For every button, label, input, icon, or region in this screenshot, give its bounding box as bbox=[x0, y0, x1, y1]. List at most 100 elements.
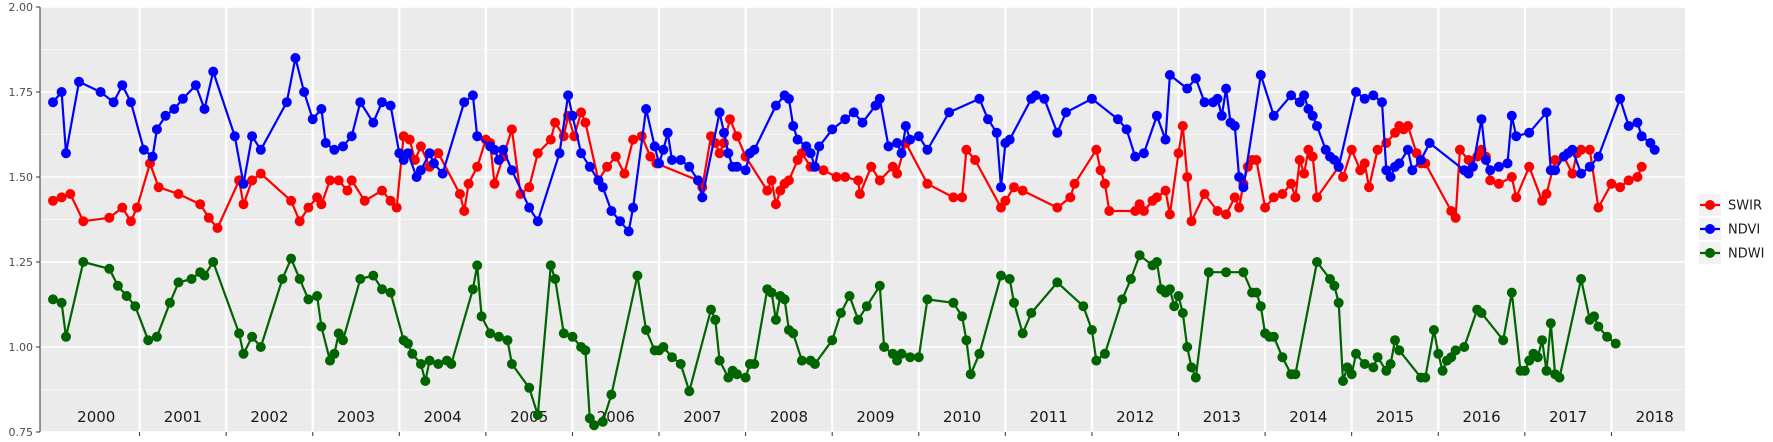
data-point bbox=[1255, 70, 1266, 80]
data-point bbox=[502, 335, 513, 346]
data-point bbox=[1112, 114, 1123, 125]
data-point bbox=[303, 202, 314, 213]
data-point bbox=[576, 107, 587, 118]
data-point bbox=[377, 185, 387, 196]
data-point bbox=[1004, 274, 1015, 284]
data-point bbox=[325, 175, 335, 186]
y-tick-label: 0.75 bbox=[9, 426, 34, 439]
data-point bbox=[766, 287, 777, 298]
data-point bbox=[1221, 83, 1232, 94]
data-point bbox=[1424, 138, 1435, 148]
data-point bbox=[355, 274, 366, 284]
data-point bbox=[1121, 124, 1132, 135]
year-label: 2015 bbox=[1376, 408, 1414, 426]
data-point bbox=[467, 284, 478, 295]
legend-item-ndvi: NDVI bbox=[1699, 218, 1760, 240]
data-point bbox=[783, 93, 794, 104]
data-point bbox=[532, 216, 543, 227]
data-point bbox=[563, 90, 574, 101]
data-point bbox=[277, 274, 288, 284]
data-point bbox=[641, 104, 652, 114]
data-point bbox=[1554, 372, 1565, 383]
data-point bbox=[78, 257, 89, 267]
data-point bbox=[1576, 144, 1587, 155]
data-point bbox=[675, 359, 686, 369]
data-point bbox=[234, 328, 245, 339]
data-point bbox=[900, 121, 911, 131]
data-point bbox=[208, 66, 219, 77]
data-point bbox=[1576, 274, 1587, 284]
data-point bbox=[1277, 189, 1288, 199]
data-point bbox=[1377, 97, 1387, 108]
data-point bbox=[554, 148, 565, 159]
data-point bbox=[788, 328, 799, 339]
data-point bbox=[1437, 365, 1448, 376]
data-point bbox=[1095, 165, 1106, 176]
data-point bbox=[1541, 365, 1552, 376]
data-point bbox=[654, 158, 664, 169]
data-point bbox=[385, 287, 396, 298]
data-point bbox=[56, 87, 67, 97]
data-point bbox=[151, 331, 162, 342]
data-point bbox=[1537, 335, 1548, 346]
data-point bbox=[732, 369, 742, 380]
data-point bbox=[377, 284, 387, 295]
data-point bbox=[1290, 192, 1301, 203]
data-point bbox=[545, 260, 556, 271]
data-point bbox=[1450, 345, 1461, 356]
data-point bbox=[1541, 189, 1552, 199]
data-point bbox=[1606, 178, 1617, 189]
data-point bbox=[1333, 161, 1344, 172]
data-point bbox=[1229, 121, 1240, 131]
data-point bbox=[770, 314, 781, 325]
data-point bbox=[1017, 328, 1028, 339]
data-point bbox=[1649, 144, 1660, 155]
data-point bbox=[1221, 267, 1232, 278]
legend-label: SWIR bbox=[1728, 199, 1762, 214]
data-point bbox=[338, 335, 348, 346]
data-point bbox=[580, 345, 591, 356]
data-point bbox=[493, 155, 504, 165]
data-point bbox=[56, 192, 67, 203]
data-point bbox=[164, 297, 175, 308]
data-point bbox=[433, 148, 444, 159]
data-point bbox=[818, 165, 829, 176]
data-point bbox=[1541, 107, 1552, 118]
data-point bbox=[1186, 362, 1197, 373]
data-point bbox=[95, 87, 106, 97]
data-point bbox=[892, 138, 903, 148]
data-point bbox=[195, 199, 206, 210]
data-point bbox=[281, 97, 292, 108]
data-point bbox=[78, 216, 89, 227]
data-point bbox=[169, 104, 180, 114]
y-tick-label: 1.25 bbox=[9, 256, 34, 269]
data-point bbox=[1169, 301, 1180, 312]
data-point bbox=[1299, 168, 1310, 179]
data-point bbox=[1394, 158, 1405, 169]
data-point bbox=[667, 155, 677, 165]
data-point bbox=[255, 342, 266, 352]
data-point bbox=[125, 216, 136, 227]
data-point bbox=[294, 274, 305, 284]
data-point bbox=[749, 144, 760, 155]
data-point bbox=[1190, 372, 1201, 383]
data-point bbox=[138, 144, 149, 155]
data-point bbox=[117, 80, 128, 91]
y-tick-label: 2.00 bbox=[9, 1, 34, 14]
data-point bbox=[1186, 216, 1197, 227]
data-point bbox=[493, 331, 504, 342]
data-point bbox=[844, 291, 855, 301]
data-point bbox=[415, 165, 426, 176]
data-point bbox=[121, 291, 132, 301]
data-point bbox=[368, 270, 379, 281]
data-point bbox=[567, 331, 578, 342]
data-point bbox=[974, 93, 985, 104]
data-point bbox=[489, 178, 500, 189]
data-point bbox=[1255, 301, 1266, 312]
data-point bbox=[173, 189, 184, 199]
data-point bbox=[710, 314, 721, 325]
data-point bbox=[1182, 83, 1193, 94]
data-point bbox=[1368, 90, 1379, 101]
data-point bbox=[1506, 110, 1517, 121]
